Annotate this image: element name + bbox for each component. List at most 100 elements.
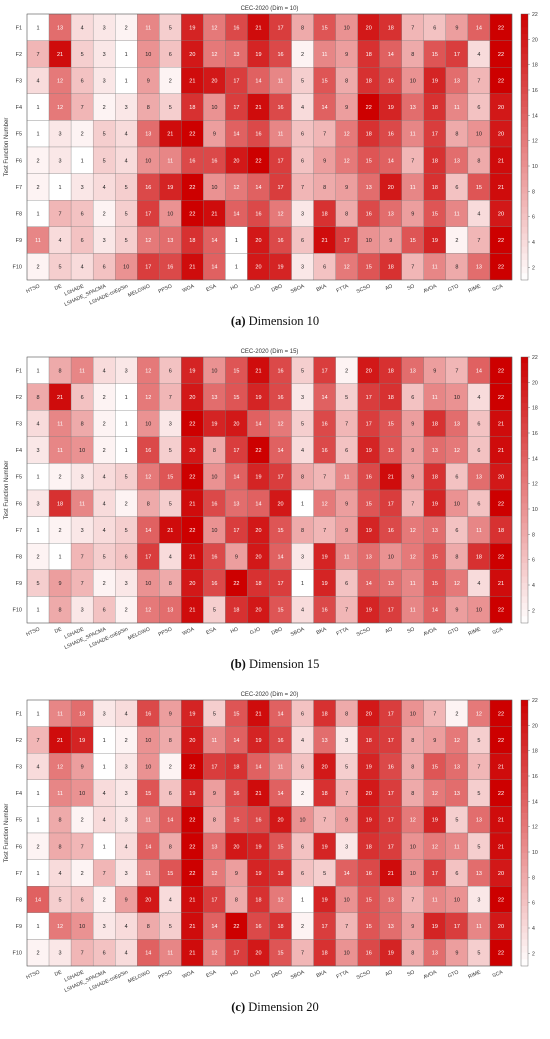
y-tick-label: F4 bbox=[16, 791, 22, 797]
cell-value-label: 17 bbox=[388, 844, 394, 850]
cell-value-label: 3 bbox=[125, 581, 128, 587]
cell-value-label: 13 bbox=[432, 448, 438, 454]
cell-value-label: 22 bbox=[498, 368, 504, 374]
cell-value-label: 22 bbox=[189, 422, 195, 428]
cell-value-label: 20 bbox=[498, 871, 504, 877]
cell-value-label: 21 bbox=[189, 555, 195, 561]
panel-caption: (a) Dimension 10 bbox=[231, 314, 319, 328]
colorbar-segment bbox=[521, 153, 528, 161]
cell-value-label: 11 bbox=[344, 475, 350, 481]
cell-value-label: 9 bbox=[433, 738, 436, 744]
caption-text: Dimension 15 bbox=[246, 657, 320, 671]
cell-value-label: 1 bbox=[36, 475, 39, 481]
colorbar-tick-label: 2 bbox=[532, 608, 535, 614]
y-tick-label: F1 bbox=[16, 711, 22, 717]
cell-value-label: 12 bbox=[344, 132, 350, 138]
cell-value-label: 3 bbox=[81, 608, 84, 614]
cell-value-label: 3 bbox=[81, 475, 84, 481]
cell-value-label: 13 bbox=[388, 212, 394, 218]
cell-value-label: 10 bbox=[145, 422, 151, 428]
x-tick-label: AVOA bbox=[422, 283, 438, 295]
cell-value-label: 1 bbox=[81, 158, 84, 164]
colorbar-tick-label: 16 bbox=[532, 431, 538, 437]
cell-value-label: 7 bbox=[59, 212, 62, 218]
colorbar-segment bbox=[521, 906, 528, 914]
cell-value-label: 20 bbox=[498, 132, 504, 138]
cell-value-label: 12 bbox=[432, 791, 438, 797]
cell-value-label: 22 bbox=[189, 818, 195, 824]
y-axis-label: Test Function Number bbox=[4, 118, 10, 177]
x-tick-label: HTSO bbox=[25, 626, 41, 638]
cell-value-label: 18 bbox=[189, 105, 195, 111]
cell-value-label: 21 bbox=[189, 265, 195, 271]
cell-value-label: 11 bbox=[57, 422, 63, 428]
cell-value-label: 5 bbox=[36, 581, 39, 587]
cell-value-label: 5 bbox=[103, 158, 106, 164]
cell-value-label: 16 bbox=[388, 528, 394, 534]
cell-value-label: 22 bbox=[189, 528, 195, 534]
y-tick-label: F4 bbox=[16, 448, 22, 454]
cell-value-label: 5 bbox=[125, 212, 128, 218]
x-tick-label: GJO bbox=[249, 283, 261, 293]
cell-value-label: 8 bbox=[411, 738, 414, 744]
caption-letter: (b) bbox=[231, 657, 246, 671]
cell-value-label: 6 bbox=[103, 608, 106, 614]
cell-value-label: 17 bbox=[388, 791, 394, 797]
cell-value-label: 17 bbox=[277, 158, 283, 164]
cell-value-label: 3 bbox=[301, 265, 304, 271]
cell-value-label: 7 bbox=[345, 422, 348, 428]
cell-value-label: 13 bbox=[476, 475, 482, 481]
colorbar-border bbox=[520, 356, 529, 624]
cell-value-label: 11 bbox=[278, 79, 284, 85]
cell-value-label: 14 bbox=[145, 844, 151, 850]
cell-value-label: 12 bbox=[410, 528, 416, 534]
cell-value-label: 8 bbox=[411, 52, 414, 58]
colorbar-tick-label: 12 bbox=[532, 482, 538, 488]
cell-value-label: 2 bbox=[455, 711, 458, 717]
cell-value-label: 21 bbox=[498, 448, 504, 454]
cell-value-label: 20 bbox=[388, 185, 394, 191]
cell-value-label: 2 bbox=[125, 25, 128, 31]
cell-value-label: 16 bbox=[233, 25, 239, 31]
colorbar-segment bbox=[521, 376, 528, 384]
cell-value-label: 7 bbox=[323, 818, 326, 824]
colorbar-segment bbox=[521, 779, 528, 787]
x-tick-label: SBOA bbox=[290, 283, 306, 295]
heatmap-panel-1: CEC-2020 (Dim = 10) Test Function Number 1… bbox=[4, 6, 538, 328]
cell-value-label: 10 bbox=[410, 871, 416, 877]
y-tick-label: F9 bbox=[16, 924, 22, 930]
cell-value-label: 6 bbox=[477, 501, 480, 507]
cell-value-label: 4 bbox=[59, 871, 62, 877]
colorbar-tick-label: 2 bbox=[532, 951, 535, 957]
cell-value-label: 22 bbox=[189, 871, 195, 877]
cell-value-label: 7 bbox=[323, 132, 326, 138]
cell-value-label: 12 bbox=[432, 844, 438, 850]
colorbar-segment bbox=[521, 53, 528, 61]
cell-value-label: 15 bbox=[432, 581, 438, 587]
cell-value-label: 16 bbox=[366, 951, 372, 957]
cell-value-label: 6 bbox=[169, 791, 172, 797]
colorbar-segment bbox=[521, 549, 528, 557]
cell-value-label: 12 bbox=[145, 238, 151, 244]
colorbar-segment bbox=[521, 713, 528, 721]
colorbar-segment bbox=[521, 786, 528, 794]
x-tick-label: LSHADE-cnEpSin bbox=[89, 283, 130, 306]
cell-value-label: 20 bbox=[233, 158, 239, 164]
cell-value-label: 21 bbox=[388, 475, 394, 481]
cell-value-label: 15 bbox=[432, 555, 438, 561]
plot-border bbox=[26, 699, 513, 967]
cell-value-label: 19 bbox=[322, 555, 328, 561]
cell-value-label: 8 bbox=[455, 265, 458, 271]
colorbar-segment bbox=[521, 483, 528, 491]
cell-value-label: 14 bbox=[233, 212, 239, 218]
cell-value-label: 13 bbox=[322, 738, 328, 744]
x-tick-label: MELGWO bbox=[127, 969, 151, 984]
colorbar-tick-label: 10 bbox=[532, 164, 538, 170]
cell-value-label: 18 bbox=[366, 132, 372, 138]
cell-value-label: 11 bbox=[167, 158, 173, 164]
cell-value-label: 19 bbox=[366, 818, 372, 824]
cell-value-label: 14 bbox=[277, 448, 283, 454]
cell-value-label: 5 bbox=[169, 501, 172, 507]
